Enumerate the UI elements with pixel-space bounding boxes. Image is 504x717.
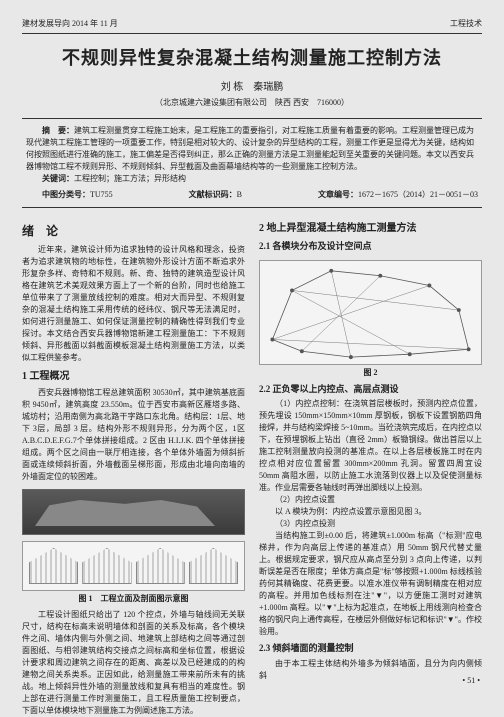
page-header: 建材发展导向 2014 年 11 月 工程技术	[22, 18, 482, 29]
figure2-caption: 图 2	[259, 367, 482, 379]
s22b: （2）内控点设置	[259, 494, 482, 506]
body-columns: 绪 论 近年来，建筑设计师为追求独特的设计风格和理念，投资者为追求建筑物的地标性…	[22, 216, 482, 717]
section22-heading: 2.2 正负零以上内控点、高层点测设	[259, 383, 482, 397]
abstract-box: 摘 要：建筑工程测量贯穿工程施工始末，是工程施工的重要指引，对工程施工质量有着重…	[22, 118, 482, 208]
left-column: 绪 论 近年来，建筑设计师为追求独特的设计风格和理念，投资者为追求建筑物的地标性…	[22, 216, 245, 717]
header-rule	[22, 33, 482, 34]
section2-heading: 2 地上异型混凝土结构施工测量方法	[259, 221, 482, 236]
intro-para: 近年来，建筑设计师为追求独特的设计风格和理念，投资者为追求建筑物的地标性，在建筑…	[22, 244, 245, 364]
figure1-elevation	[22, 489, 245, 535]
s22a: （1）内控点控制：在浇筑首层楼板时，预测内控点位置，预先埋设 150mm×150…	[259, 398, 482, 494]
section21-heading: 2.1 各模块分布及设计空间点	[259, 240, 482, 254]
right-column: 2 地上异型混凝土结构施工测量方法 2.1 各模块分布及设计空间点 图 2 2.…	[259, 216, 482, 717]
affiliation: （北京城建六建设集团有限公司 陕西 西安 716000）	[22, 97, 482, 108]
s22d: （3）内控点投测	[259, 518, 482, 530]
intro-heading: 绪 论	[22, 222, 245, 240]
section23-heading: 2.3 倾斜墙面的测量控制	[259, 642, 482, 656]
header-left: 建材发展导向 2014 年 11 月	[22, 18, 118, 29]
figure1-sections	[22, 541, 245, 591]
meta-row: 中图分类号：TU755 文献标识码：B 文章编号：1672－1675（2014）…	[26, 189, 478, 201]
section1-heading: 1 工程概况	[22, 369, 245, 384]
authors: 刘 栋 秦瑞鹏	[22, 78, 482, 93]
page-number: 51	[462, 676, 480, 685]
s22c: 以 A 模块为例：内控点设置示意图见图 3。	[259, 506, 482, 518]
s22e: 当结构施工到±0.00 后，将建筑±1.000m 标高（"标测"应电梯井，作为向…	[259, 530, 482, 638]
s23: 由于本工程主体结构外墙多为倾斜墙面，且分为向内侧倾斜	[259, 658, 482, 682]
keywords: 关键词：工程控制；施工方法；异形结构	[26, 173, 478, 185]
section1-para: 西安兵器博物馆工程总建筑面积 30530㎡，其中建筑基底面积 9450㎡，建筑高…	[22, 387, 245, 483]
section1b-para: 工程设计图纸只给出了 120 个控点，外墙与轴线间无关联尺寸，结构在标高未说明墙…	[22, 609, 245, 717]
figure1-caption: 图 1 工程立面及剖面图示意图	[22, 593, 245, 605]
header-right: 工程技术	[450, 18, 482, 29]
figure2-plan	[259, 260, 482, 365]
paper-title: 不规则异性复杂混凝土结构测量施工控制方法	[22, 44, 482, 70]
abstract-text: 摘 要：建筑工程测量贯穿工程施工始末，是工程施工的重要指引，对工程施工质量有着重…	[26, 125, 478, 173]
